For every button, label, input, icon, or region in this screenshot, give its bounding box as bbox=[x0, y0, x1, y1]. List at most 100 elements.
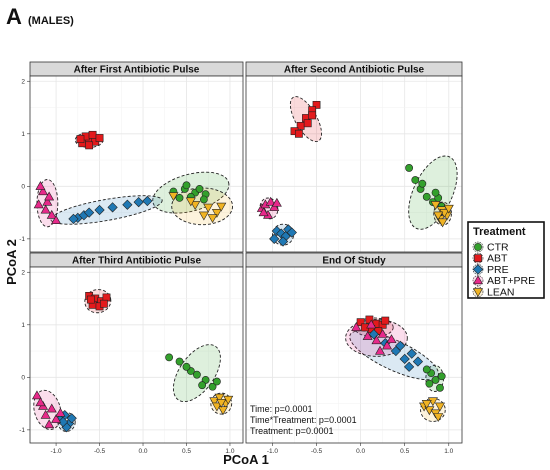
data-point bbox=[46, 403, 57, 413]
data-point bbox=[362, 331, 373, 340]
y-tick-label: -1 bbox=[19, 427, 25, 434]
data-point bbox=[213, 377, 221, 386]
x-axis-label: PCoA 1 bbox=[223, 452, 269, 467]
data-point bbox=[33, 199, 44, 209]
data-point bbox=[436, 383, 444, 392]
data-point bbox=[76, 135, 85, 143]
data-point bbox=[403, 361, 415, 372]
data-point bbox=[399, 353, 410, 365]
data-point bbox=[294, 129, 303, 138]
legend-item: ABT+PRE bbox=[472, 275, 535, 287]
data-point bbox=[199, 195, 208, 204]
legend-label: ABT bbox=[487, 253, 508, 265]
data-point bbox=[377, 328, 388, 338]
plot-area bbox=[246, 267, 462, 443]
data-point bbox=[395, 340, 406, 351]
data-point bbox=[85, 141, 94, 150]
grid bbox=[246, 267, 462, 443]
data-point bbox=[437, 218, 448, 228]
data-point bbox=[175, 193, 184, 202]
x-tick-label: 1.0 bbox=[444, 448, 453, 455]
facet-title: After Third Antibiotic Pulse bbox=[72, 256, 202, 267]
data-point bbox=[216, 399, 227, 408]
data-point bbox=[223, 395, 234, 405]
legend-title: Treatment bbox=[473, 226, 526, 238]
data-point bbox=[198, 211, 209, 221]
data-point bbox=[217, 406, 229, 416]
data-point bbox=[437, 372, 446, 381]
data-point bbox=[42, 196, 53, 206]
panel-border bbox=[245, 266, 463, 444]
stat-line: Treatment: p=0.0001 bbox=[250, 426, 333, 436]
data-point bbox=[86, 295, 95, 304]
legend-key-marker bbox=[472, 264, 484, 275]
data-point bbox=[38, 186, 49, 196]
x-tick-label: 0.5 bbox=[182, 448, 191, 455]
data-point bbox=[185, 197, 196, 207]
grid bbox=[30, 267, 243, 443]
data-point bbox=[371, 335, 382, 345]
stat-line: Time*Treatment: p=0.0001 bbox=[250, 415, 357, 425]
data-point bbox=[443, 204, 454, 214]
data-point bbox=[286, 227, 297, 238]
data-point bbox=[168, 192, 179, 202]
data-point bbox=[175, 357, 184, 366]
data-point bbox=[57, 416, 69, 428]
data-point bbox=[366, 319, 377, 329]
plot-area bbox=[246, 76, 462, 252]
legend-label: CTR bbox=[487, 242, 509, 254]
x-tick-label: 1.0 bbox=[225, 448, 234, 455]
data-point bbox=[182, 362, 191, 371]
y-tick-label: 1 bbox=[21, 322, 25, 329]
data-point bbox=[434, 402, 445, 412]
data-point bbox=[265, 196, 276, 206]
data-point bbox=[203, 203, 214, 213]
data-point bbox=[431, 376, 440, 384]
data-point bbox=[406, 348, 417, 359]
data-point bbox=[84, 207, 95, 218]
data-point bbox=[99, 299, 108, 308]
data-point bbox=[421, 400, 432, 409]
data-point bbox=[122, 199, 133, 210]
facet-panel: After Third Antibiotic Pulse -1 0 1 2 -1.0 -0.… bbox=[19, 252, 244, 455]
data-point bbox=[356, 318, 365, 327]
data-point bbox=[195, 185, 204, 193]
y-tick-label: 2 bbox=[21, 270, 25, 277]
x-tick-label: 0.0 bbox=[356, 448, 365, 455]
data-point bbox=[211, 402, 222, 412]
data-point bbox=[433, 211, 444, 221]
data-point bbox=[40, 204, 51, 214]
y-tick-label: 1 bbox=[21, 131, 25, 138]
data-point bbox=[142, 195, 153, 207]
data-point bbox=[405, 164, 414, 172]
y-tick-label: 0 bbox=[21, 184, 25, 191]
x-tick-label: -0.5 bbox=[311, 448, 323, 455]
legend-key-marker bbox=[472, 288, 484, 298]
facet-panels: After First Antibiotic Pulse -1 0 1 2 After S… bbox=[19, 61, 463, 455]
data-point bbox=[425, 379, 434, 388]
data-point bbox=[35, 181, 46, 190]
data-point bbox=[55, 407, 66, 417]
x-tick-label: -1.0 bbox=[267, 448, 279, 455]
legend-label: LEAN bbox=[487, 286, 514, 298]
legend-key-marker bbox=[472, 275, 484, 285]
data-point bbox=[165, 353, 174, 362]
data-point bbox=[351, 322, 362, 331]
y-tick-label: 0 bbox=[21, 375, 25, 382]
data-point bbox=[44, 419, 55, 429]
data-point bbox=[51, 215, 62, 225]
x-tick-label: -1.0 bbox=[50, 448, 62, 455]
legend-label: PRE bbox=[487, 264, 509, 276]
panel-border bbox=[29, 75, 244, 253]
panel-border bbox=[29, 266, 244, 444]
data-point bbox=[209, 397, 220, 407]
data-point bbox=[271, 197, 282, 207]
facet-title: After Second Antibiotic Pulse bbox=[284, 65, 425, 76]
facet-panel: End Of Study -1.0 -0.5 0.0 0.5 1.0 bbox=[245, 252, 463, 455]
data-point bbox=[46, 209, 57, 219]
data-point bbox=[208, 382, 217, 391]
data-point bbox=[269, 233, 280, 244]
x-tick-label: 0.0 bbox=[138, 448, 147, 455]
